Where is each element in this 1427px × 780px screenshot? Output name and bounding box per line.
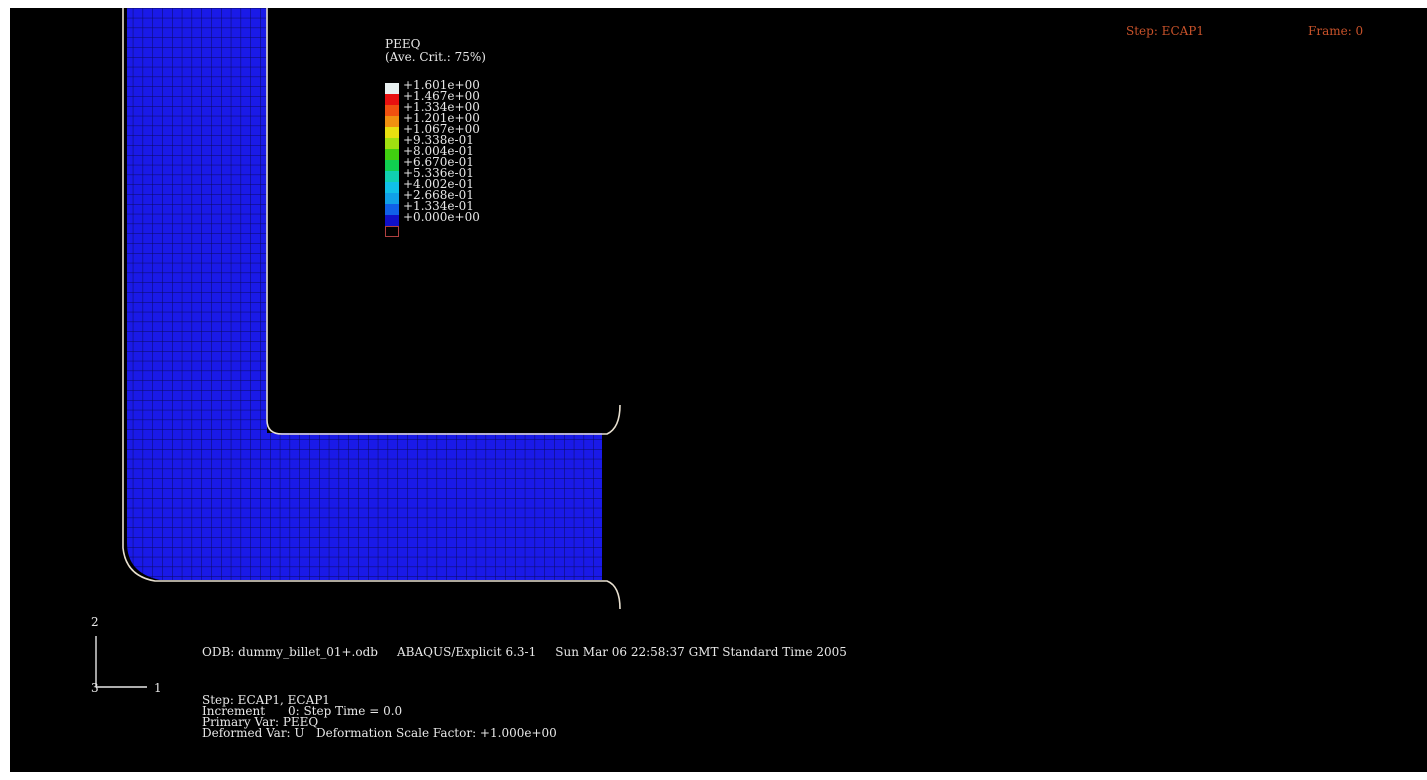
viewport[interactable]: Step: ECAP1 Frame: 0 PEEQ (Ave. Crit.: 7… [10, 8, 1427, 772]
legend-label: +2.668e-01 [403, 188, 474, 202]
legend-swatch [385, 127, 399, 138]
legend-label: +0.000e+00 [403, 210, 480, 224]
legend-swatch [385, 193, 399, 204]
primary-var-line: Primary Var: PEEQ [202, 715, 319, 729]
step-header: Step: ECAP1 [1126, 24, 1204, 38]
legend-swatch [385, 215, 399, 226]
legend-label: +1.601e+00 [403, 78, 480, 92]
legend-swatch [385, 94, 399, 105]
legend-label: +6.670e-01 [403, 155, 474, 169]
billet-horizontal-arm [127, 433, 602, 580]
odb-info-line: ODB: dummy_billet_01+.odb ABAQUS/Explici… [202, 645, 847, 659]
legend-swatch [385, 83, 399, 94]
step-info-line: Step: ECAP1, ECAP1 [202, 693, 330, 707]
die-inner-outline [266, 8, 621, 435]
legend-averaging-criterion: (Ave. Crit.: 75%) [385, 50, 486, 64]
triad-label-1: 1 [154, 681, 162, 695]
billet-vertical-arm [127, 8, 267, 433]
legend-swatch [385, 182, 399, 193]
increment-info-line: Increment 0: Step Time = 0.0 [202, 704, 403, 718]
legend-label: +8.004e-01 [403, 144, 474, 158]
legend-swatch [385, 204, 399, 215]
legend-swatch [385, 171, 399, 182]
triad-label-3: 3 [91, 681, 99, 695]
legend-label: +1.334e-01 [403, 199, 474, 213]
legend-label: +1.067e+00 [403, 122, 480, 136]
triad-label-2: 2 [91, 615, 99, 629]
die-outer-outline [122, 8, 621, 610]
axis-triad [95, 636, 147, 688]
legend-variable-name: PEEQ [385, 37, 421, 51]
legend-swatch [385, 149, 399, 160]
legend-swatch [385, 116, 399, 127]
legend-labels: +1.601e+00 +1.467e+00 +1.334e+00 +1.201e+00… [403, 78, 480, 224]
legend-swatch [385, 138, 399, 149]
legend-label: +1.334e+00 [403, 100, 480, 114]
deformed-var-line: Deformed Var: U Deformation Scale Factor… [202, 726, 557, 740]
legend-label: +1.201e+00 [403, 111, 480, 125]
legend-label: +4.002e-01 [403, 177, 474, 191]
model-viewport [95, 8, 621, 688]
legend-swatch [385, 105, 399, 116]
legend-swatch [385, 226, 399, 237]
legend-label: +1.467e+00 [403, 89, 480, 103]
frame-header: Frame: 0 [1308, 24, 1364, 38]
legend-color-bar [385, 83, 399, 237]
legend-label: +9.338e-01 [403, 133, 474, 147]
legend-title: PEEQ (Ave. Crit.: 75%) [385, 38, 486, 64]
legend-swatch [385, 160, 399, 171]
legend-label: +5.336e-01 [403, 166, 474, 180]
